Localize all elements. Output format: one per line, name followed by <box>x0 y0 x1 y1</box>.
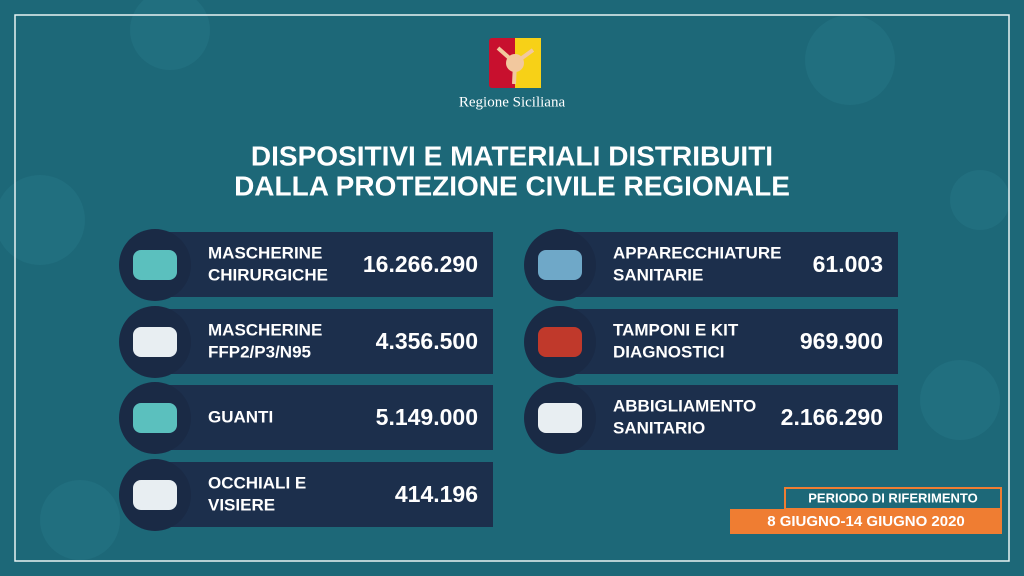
item-icon <box>133 480 177 510</box>
title-line: DALLA PROTEZIONE CIVILE REGIONALE <box>234 170 790 201</box>
item-label: MASCHERINE <box>208 243 322 262</box>
item-value: 16.266.290 <box>363 251 478 277</box>
period-dates-box <box>730 509 1002 534</box>
period-dates: 8 GIUGNO-14 GIUGNO 2020 <box>767 513 965 530</box>
logo <box>489 38 541 88</box>
frame <box>14 14 1010 562</box>
item-value: 2.166.290 <box>781 404 883 430</box>
item-label: SANITARIO <box>613 418 705 437</box>
item-label: CHIRURGICHE <box>208 265 328 284</box>
item-value: 414.196 <box>395 481 478 507</box>
item-label: APPARECCHIATURE <box>613 243 781 262</box>
item-label: TAMPONI E KIT <box>613 320 739 339</box>
item-card <box>165 462 493 527</box>
item-value: 969.900 <box>800 328 883 354</box>
item-icon <box>538 403 582 433</box>
item-label: VISIERE <box>208 495 275 514</box>
period-label: PERIODO DI RIFERIMENTO <box>808 490 978 505</box>
item-label: FFP2/P3/N95 <box>208 342 311 361</box>
decor <box>0 0 1010 560</box>
item-value: 61.003 <box>813 251 883 277</box>
item-label: MASCHERINE <box>208 320 322 339</box>
item-label: SANITARIE <box>613 265 703 284</box>
item-value: 5.149.000 <box>376 404 478 430</box>
item-icon <box>133 250 177 280</box>
item-card <box>570 232 898 297</box>
item-card <box>165 232 493 297</box>
item-label: ABBIGLIAMENTO <box>613 396 756 415</box>
title-line: DISPOSITIVI E MATERIALI DISTRIBUITI <box>251 140 773 171</box>
region-name: Regione Siciliana <box>459 94 566 110</box>
item-icon <box>133 403 177 433</box>
item-card <box>165 385 493 450</box>
item-icon <box>538 250 582 280</box>
item-icon <box>133 327 177 357</box>
item-label: DIAGNOSTICI <box>613 342 724 361</box>
item-label: GUANTI <box>208 407 273 426</box>
item-card <box>570 385 898 450</box>
item-card <box>570 309 898 374</box>
item-icon <box>538 327 582 357</box>
item-card <box>165 309 493 374</box>
item-label: OCCHIALI E <box>208 473 306 492</box>
item-value: 4.356.500 <box>376 328 478 354</box>
